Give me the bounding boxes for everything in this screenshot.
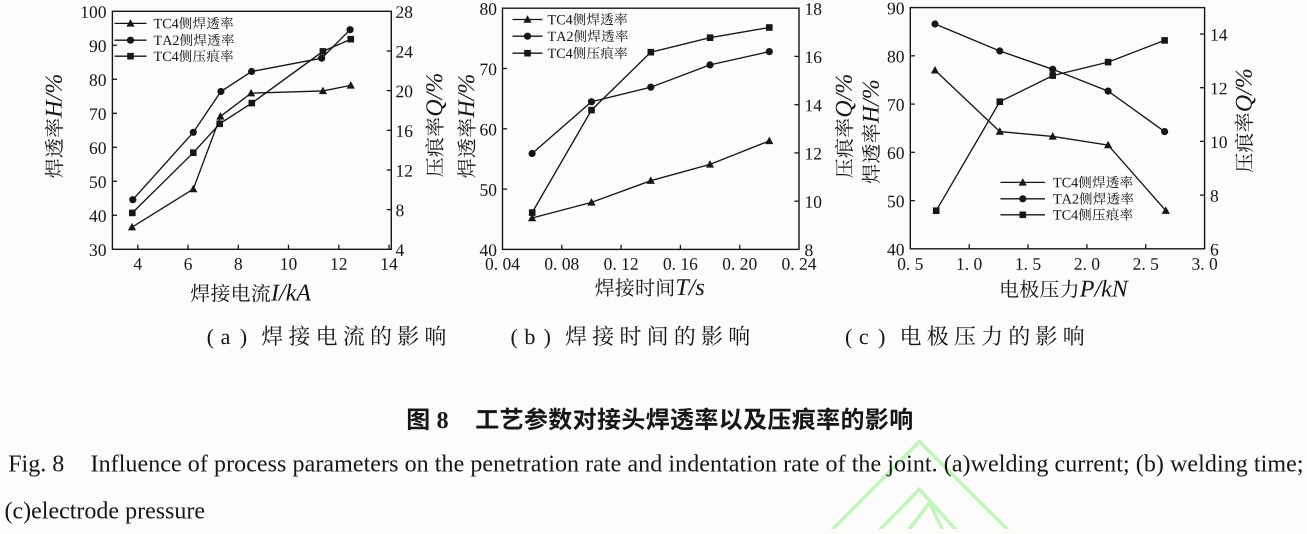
svg-text:(c)electrode pressure: (c)electrode pressure — [5, 498, 206, 524]
svg-text:Influence of process parameter: Influence of process parameters on the p… — [91, 452, 1304, 478]
svg-text:Fig. 8: Fig. 8 — [8, 452, 64, 478]
